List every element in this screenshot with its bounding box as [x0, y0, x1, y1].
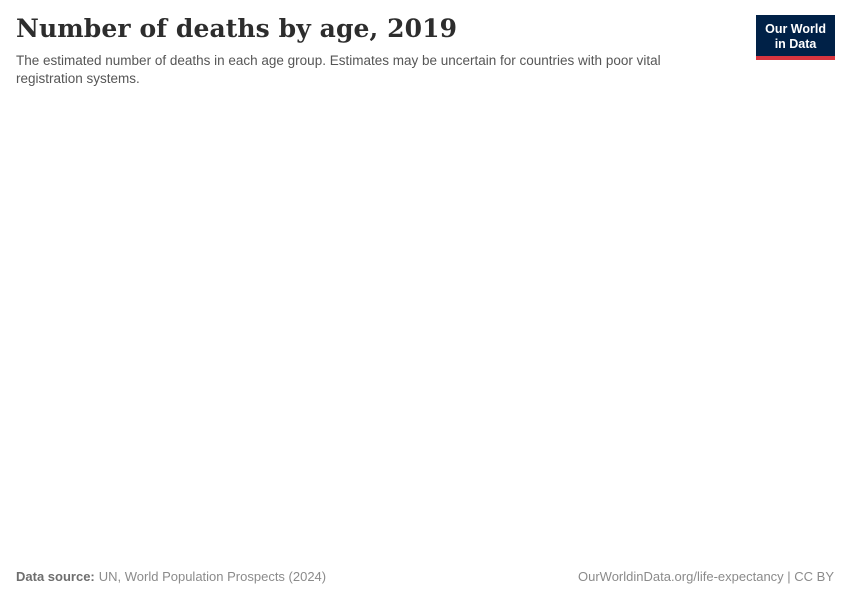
- header-text: Number of deaths by age, 2019 The estima…: [16, 15, 740, 88]
- chart-plot-area: [0, 87, 850, 570]
- owid-logo-line2: in Data: [774, 36, 817, 51]
- data-source-label: Data source:: [16, 569, 95, 585]
- chart-title: Number of deaths by age, 2019: [16, 14, 458, 43]
- owid-logo-line1: Our World: [765, 22, 826, 36]
- chart-header: Number of deaths by age, 2019 The estima…: [0, 0, 850, 88]
- data-source-value: UN, World Population Prospects (2024): [98, 569, 327, 585]
- footer-attribution-link[interactable]: OurWorldinData.org/life-expectancy | CC …: [577, 569, 834, 585]
- chart-subtitle: The estimated number of deaths in each a…: [16, 53, 661, 86]
- footer-data-source: Data source: UN, World Population Prospec…: [16, 569, 326, 585]
- owid-logo[interactable]: Our World in Data: [756, 15, 835, 60]
- chart-footer: Data source: UN, World Population Prospec…: [0, 569, 850, 600]
